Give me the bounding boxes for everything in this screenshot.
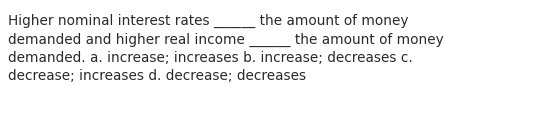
Text: Higher nominal interest rates ______ the amount of money
demanded and higher rea: Higher nominal interest rates ______ the… — [8, 14, 444, 84]
